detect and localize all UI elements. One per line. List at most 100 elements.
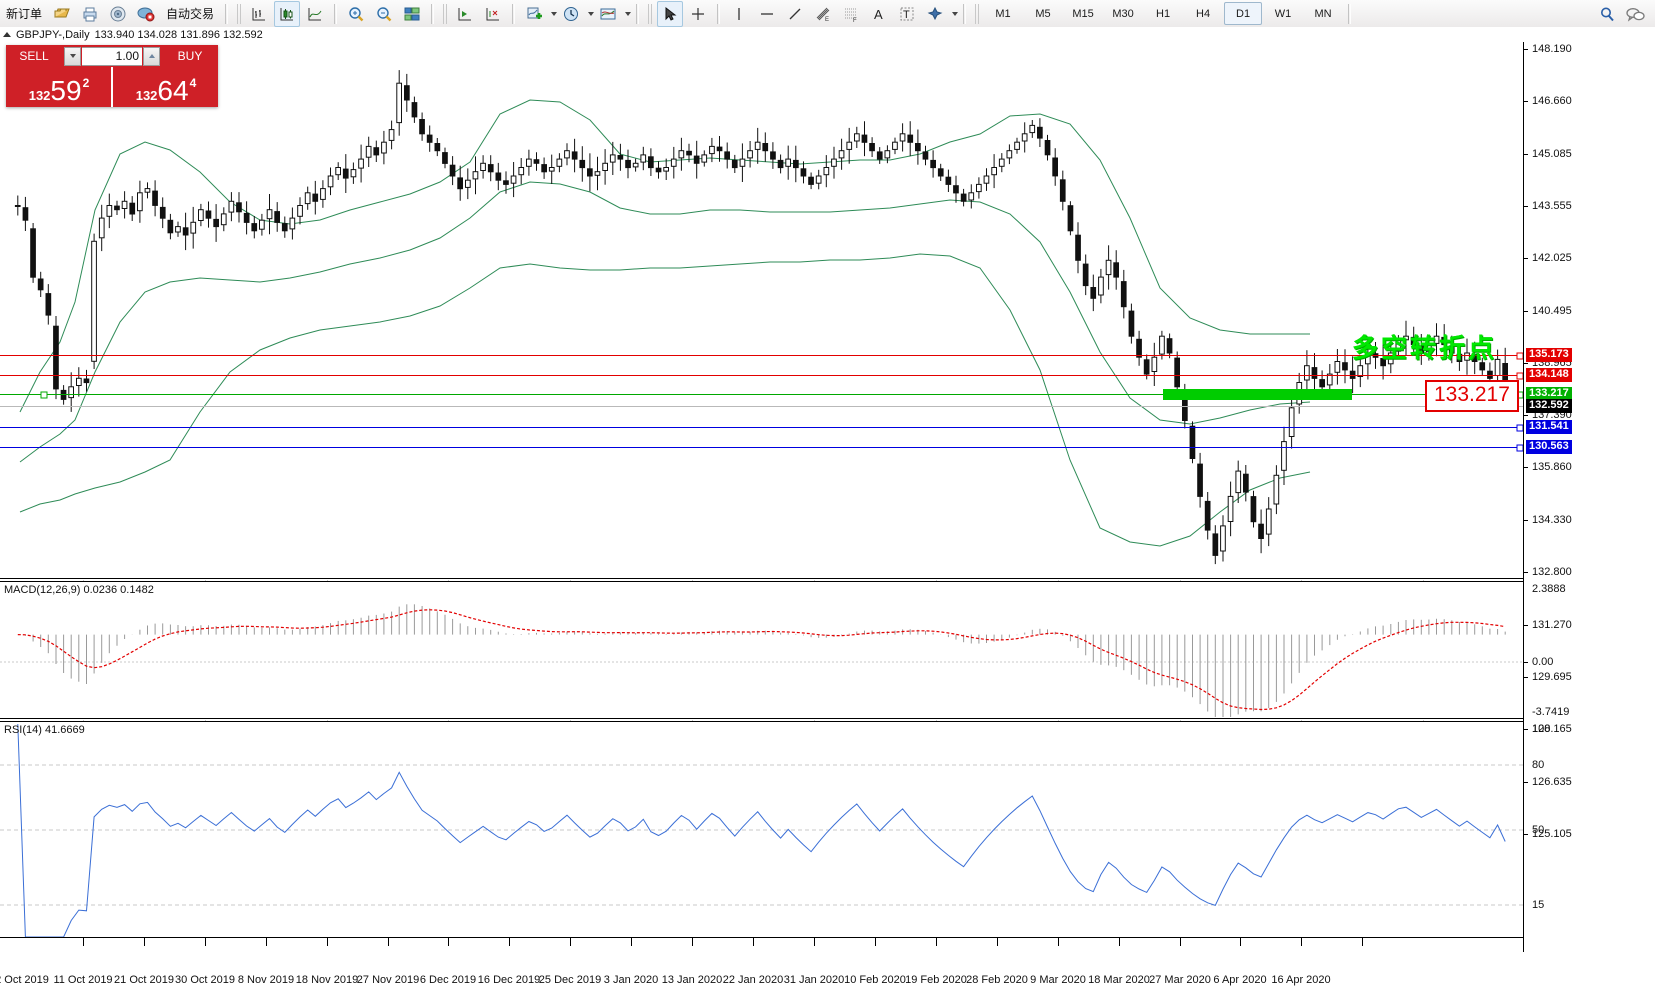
toolbar-grip[interactable]: [237, 3, 242, 24]
level-line-130563[interactable]: [0, 444, 1524, 452]
price-badge-130563[interactable]: 130.563: [1526, 440, 1572, 454]
timeframe-h1[interactable]: H1: [1156, 7, 1171, 20]
equidistant-channel-icon[interactable]: E: [810, 1, 836, 27]
text-box-icon[interactable]: T: [894, 1, 920, 27]
shapes-icon[interactable]: [922, 1, 948, 27]
zoom-in-icon[interactable]: [343, 1, 369, 27]
period-clock-icon[interactable]: [558, 1, 584, 27]
price-badge-131541[interactable]: 131.541: [1526, 420, 1572, 434]
chart-area[interactable]: 多空转折点 133.217 MACD(12,26,9) 0.0236 0.148…: [0, 42, 1655, 995]
chevron-down-icon[interactable]: [551, 11, 558, 16]
timeframe-m5[interactable]: M5: [1035, 7, 1051, 20]
timeframe-m1[interactable]: M1: [995, 7, 1011, 20]
chart-up-triangle-icon: [3, 32, 11, 37]
sell-price[interactable]: 132 59 2: [6, 67, 111, 107]
vertical-line-icon[interactable]: [726, 1, 752, 27]
price-tick-10: 132.800: [1532, 566, 1572, 578]
macd-tick-zero: 0.00: [1532, 656, 1554, 668]
svg-text:E: E: [825, 17, 829, 23]
chart-ohlc-label: 133.940 134.028 131.896 132.592: [94, 28, 263, 41]
time-label-19: 27 Mar 2020: [1149, 974, 1211, 986]
globe-icon[interactable]: [105, 1, 131, 27]
chat-icon[interactable]: [1622, 1, 1648, 27]
timeframe-h4[interactable]: H4: [1196, 7, 1211, 20]
pane-price[interactable]: 多空转折点 133.217: [0, 42, 1524, 577]
price-tick-12: 129.695: [1532, 671, 1572, 683]
printer-icon[interactable]: [77, 1, 103, 27]
price-tick-11: 131.270: [1532, 619, 1572, 631]
pane-rsi[interactable]: RSI(14) 41.6669: [0, 722, 1523, 937]
time-label-21: 16 Apr 2020: [1271, 974, 1331, 986]
level-line-134148[interactable]: [0, 372, 1524, 380]
fibonacci-icon[interactable]: F: [838, 1, 864, 27]
time-label-20: 6 Apr 2020: [1213, 974, 1267, 986]
price-callout-box[interactable]: 133.217: [1425, 380, 1519, 412]
time-label-2: 21 Oct 2019: [114, 974, 174, 986]
autotrading-button[interactable]: 自动交易: [166, 7, 215, 21]
pane-divider-macd-rsi: [0, 718, 1523, 719]
sell-button[interactable]: SELL: [6, 45, 62, 67]
folder-icon[interactable]: [49, 1, 75, 27]
price-badge-134148[interactable]: 134.148: [1526, 368, 1572, 382]
buy-price[interactable]: 132 64 4: [113, 67, 218, 107]
chevron-down-icon[interactable]: [588, 11, 595, 16]
indicators-add-icon[interactable]: [521, 1, 547, 27]
price-tick-13: 128.165: [1532, 723, 1572, 735]
tile-windows-icon[interactable]: [399, 1, 425, 27]
timeframe-m30[interactable]: M30: [1112, 7, 1134, 20]
price-tick-4: 142.025: [1532, 252, 1572, 264]
timeframe-w1[interactable]: W1: [1274, 7, 1292, 20]
volume-dropdown-button[interactable]: [64, 46, 81, 66]
horizontal-line-icon[interactable]: [754, 1, 780, 27]
time-label-14: 10 Feb 2020: [844, 974, 906, 986]
candlestick-chart-icon[interactable]: [274, 0, 301, 27]
level-line-132592: [0, 406, 1523, 407]
cursor-icon[interactable]: [657, 0, 684, 27]
volume-control[interactable]: 1.00: [62, 45, 162, 67]
buy-price-point: 4: [189, 76, 197, 90]
chart-shift-icon[interactable]: [452, 1, 478, 27]
price-badge-132592[interactable]: 132.592: [1526, 399, 1572, 413]
price-badge-133217[interactable]: 133.217: [1526, 387, 1572, 401]
search-icon[interactable]: [1594, 1, 1620, 27]
price-tick-3: 143.555: [1532, 200, 1572, 212]
rsi-tick-80: 80: [1532, 759, 1545, 771]
chevron-down-icon[interactable]: [952, 11, 959, 16]
time-label-11: 13 Jan 2020: [661, 974, 723, 986]
level-line-135173[interactable]: [0, 352, 1524, 360]
new-order-button[interactable]: 新订单: [6, 7, 43, 21]
volume-input[interactable]: 1.00: [82, 46, 142, 66]
auto-scroll-icon[interactable]: [480, 1, 506, 27]
one-click-trading-panel[interactable]: SELL 1.00 BUY 132 59 2 132 64 4: [6, 45, 218, 107]
pane-divider-macd-rsi-2: [0, 721, 1523, 722]
price-badge-135173[interactable]: 135.173: [1526, 348, 1572, 362]
templates-icon[interactable]: [595, 1, 621, 27]
zoom-out-icon[interactable]: [371, 1, 397, 27]
trendline-icon[interactable]: [782, 1, 808, 27]
autotrading-icon[interactable]: [133, 1, 159, 27]
line-chart-icon[interactable]: [302, 1, 328, 27]
pane-macd[interactable]: MACD(12,26,9) 0.0236 0.1482: [0, 582, 1523, 717]
chart-annotation-text[interactable]: 多空转折点: [1352, 333, 1498, 363]
rsi-line: [17, 724, 1506, 937]
volume-spinner-up[interactable]: [143, 46, 160, 66]
text-label-icon[interactable]: A: [866, 1, 892, 27]
toolbar-grip[interactable]: [975, 3, 980, 24]
trade-panel-divider: [111, 67, 113, 107]
level-line-131541[interactable]: [0, 424, 1524, 432]
bollinger-lower-line: [19, 253, 1311, 547]
buy-button[interactable]: BUY: [162, 45, 218, 67]
timeframe-mn[interactable]: MN: [1314, 7, 1332, 20]
bar-chart-icon[interactable]: [246, 1, 272, 27]
timeframe-m15[interactable]: M15: [1072, 7, 1094, 20]
price-tick-8: 135.860: [1532, 461, 1572, 473]
crosshair-icon[interactable]: [685, 1, 711, 27]
chevron-down-icon[interactable]: [625, 11, 632, 16]
toolbar-grip[interactable]: [648, 3, 653, 24]
support-zone-band[interactable]: [1163, 389, 1352, 400]
price-tick-14: 126.635: [1532, 776, 1572, 788]
toolbar-grip[interactable]: [443, 3, 448, 24]
macd-chart-svg: [0, 604, 1523, 717]
price-axis[interactable]: 148.190 146.660 145.085 143.555 142.025 …: [1523, 42, 1655, 952]
timeframe-d1[interactable]: D1: [1224, 2, 1263, 25]
